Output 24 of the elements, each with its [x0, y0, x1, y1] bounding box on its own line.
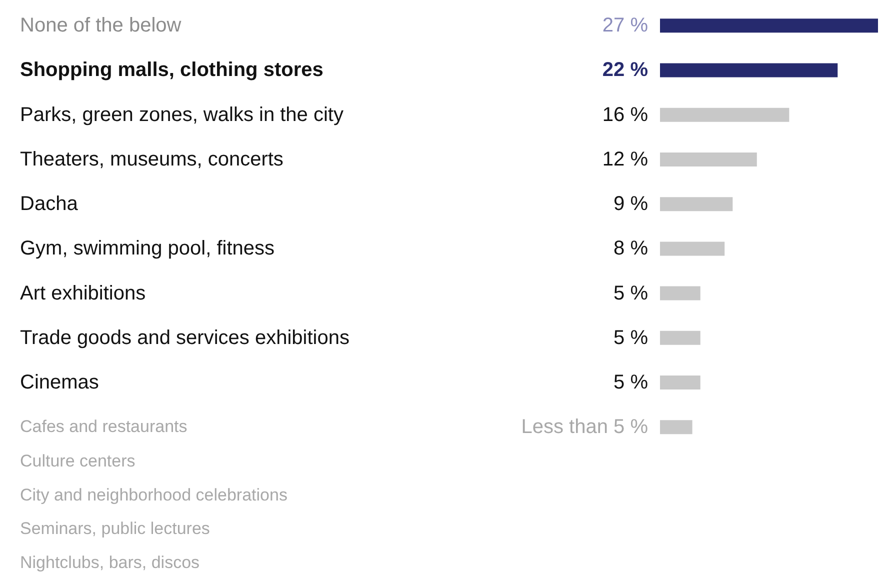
data-label: Less than 5 %: [521, 416, 648, 438]
data-label: 9 %: [614, 193, 648, 216]
y-tick-label: Seminars, public lectures: [20, 519, 210, 538]
y-tick-label: Cinemas: [20, 372, 99, 394]
y-tick-label: Cafes and restaurants: [20, 417, 188, 436]
y-tick-label: City and neighborhood celebrations: [20, 485, 288, 504]
y-tick-label: Culture centers: [20, 451, 136, 470]
y-tick-label: Theaters, museums, concerts: [20, 148, 284, 170]
y-tick-label: Nightclubs, bars, discos: [20, 553, 200, 572]
data-label: 8 %: [614, 238, 648, 260]
data-label: 5 %: [614, 372, 648, 394]
data-label: 22 %: [602, 59, 648, 82]
data-label: 27 %: [602, 14, 648, 37]
data-label: 5 %: [614, 326, 648, 349]
y-tick-label: Trade goods and services exhibitions: [20, 326, 350, 349]
data-label: 12 %: [602, 148, 648, 170]
y-tick-label: Shopping malls, clothing stores: [20, 59, 324, 82]
data-label: 5 %: [614, 282, 648, 304]
y-tick-label: Gym, swimming pool, fitness: [20, 238, 275, 260]
y-tick-label: Parks, green zones, walks in the city: [20, 104, 344, 126]
y-tick-label: Art exhibitions: [20, 282, 146, 304]
y-tick-label: Dacha: [20, 193, 79, 216]
data-label: 16 %: [602, 104, 648, 126]
y-tick-label: None of the below: [20, 14, 182, 37]
